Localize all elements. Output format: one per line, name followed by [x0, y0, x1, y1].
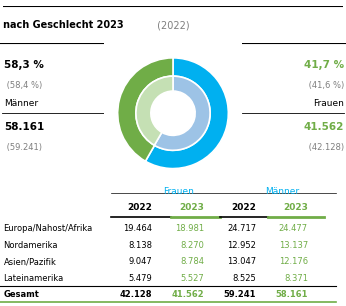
Text: 59.241: 59.241: [224, 290, 256, 299]
Text: 58.161: 58.161: [275, 290, 308, 299]
Text: 2023: 2023: [283, 203, 308, 212]
Text: Männer: Männer: [4, 99, 38, 108]
Text: 8.525: 8.525: [232, 274, 256, 282]
Wedge shape: [154, 76, 210, 150]
Wedge shape: [118, 58, 173, 161]
Text: Frauen: Frauen: [163, 187, 194, 196]
Text: (59.241): (59.241): [4, 143, 42, 152]
Text: 5.527: 5.527: [180, 274, 204, 282]
Text: 12.176: 12.176: [279, 257, 308, 266]
Text: 8.371: 8.371: [284, 274, 308, 282]
Text: 58,3 %: 58,3 %: [4, 60, 44, 70]
Text: 2022: 2022: [127, 203, 152, 212]
Text: 18.981: 18.981: [175, 224, 204, 233]
Text: 13.047: 13.047: [227, 257, 256, 266]
Text: (41,6 %): (41,6 %): [306, 81, 344, 90]
Text: 2023: 2023: [108, 163, 125, 168]
Text: 24.477: 24.477: [279, 224, 308, 233]
Text: (42.128): (42.128): [306, 143, 344, 152]
Text: 2022: 2022: [231, 203, 256, 212]
Text: 19.464: 19.464: [123, 224, 152, 233]
Text: 41.562: 41.562: [303, 122, 344, 132]
Text: 9.047: 9.047: [128, 257, 152, 266]
Text: Europa/Nahost/Afrika: Europa/Nahost/Afrika: [3, 224, 93, 233]
Text: 13.137: 13.137: [279, 241, 308, 249]
Text: Männer: Männer: [265, 187, 299, 196]
Text: 5.479: 5.479: [128, 274, 152, 282]
Text: Frauen: Frauen: [313, 99, 344, 108]
Text: 12.952: 12.952: [227, 241, 256, 249]
Wedge shape: [136, 76, 173, 145]
Text: Lateinamerika: Lateinamerika: [3, 274, 64, 282]
Text: Gesamt: Gesamt: [3, 290, 39, 299]
Text: 42.128: 42.128: [120, 290, 152, 299]
Text: (2022): (2022): [154, 21, 190, 30]
Text: 58.161: 58.161: [4, 122, 44, 132]
Wedge shape: [145, 58, 228, 169]
Text: 8.784: 8.784: [180, 257, 204, 266]
Text: 41.562: 41.562: [172, 290, 204, 299]
Text: 2023: 2023: [179, 203, 204, 212]
Text: 41,7 %: 41,7 %: [304, 60, 344, 70]
Text: 2022: 2022: [116, 177, 133, 182]
Text: 8.138: 8.138: [128, 241, 152, 249]
Text: 24.717: 24.717: [227, 224, 256, 233]
Text: Asien/Pazifik: Asien/Pazifik: [3, 257, 56, 266]
Text: 8.270: 8.270: [180, 241, 204, 249]
Text: Nordamerika: Nordamerika: [3, 241, 58, 249]
Text: (58,4 %): (58,4 %): [4, 81, 43, 90]
Text: nach Geschlecht 2023: nach Geschlecht 2023: [3, 21, 124, 30]
